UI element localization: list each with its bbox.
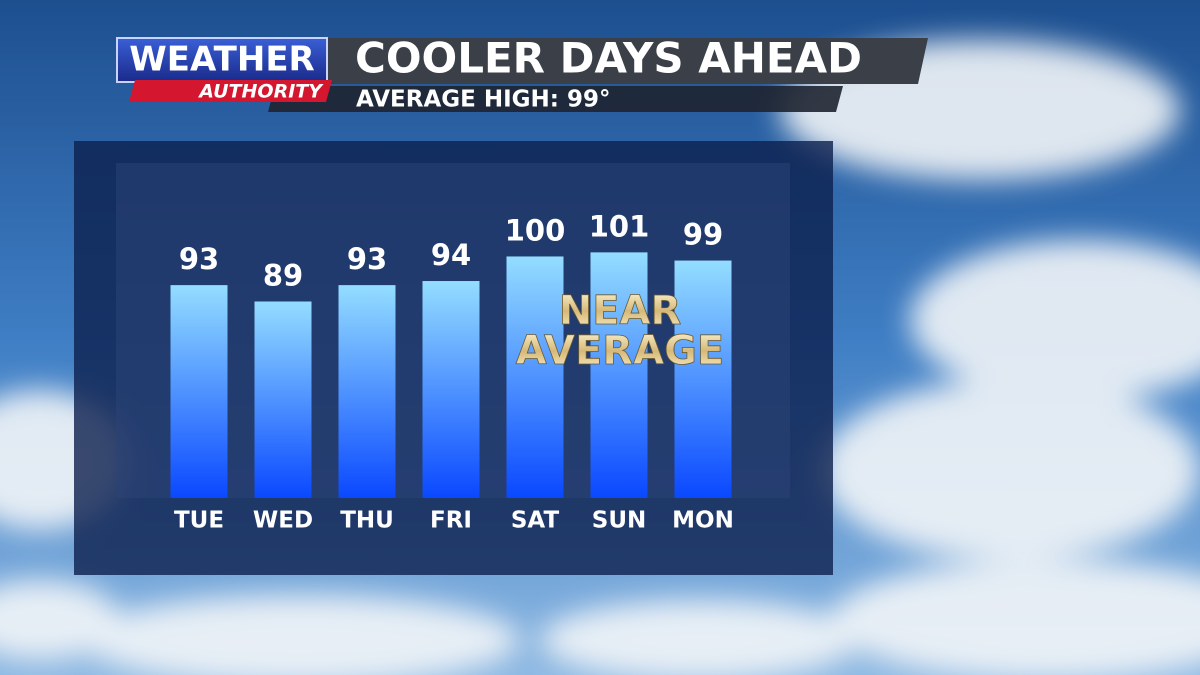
bar	[674, 260, 732, 498]
annotation: AVERAGE	[516, 328, 724, 374]
logo-red-bar	[129, 80, 332, 102]
x-tick-label: MON	[672, 508, 734, 534]
bar	[254, 301, 312, 498]
x-tick-label: SUN	[592, 508, 647, 534]
x-tick-label: THU	[340, 508, 394, 534]
title-bar	[310, 38, 928, 84]
chart-subtitle: AVERAGE HIGH: 99°	[356, 87, 611, 113]
logo-box	[116, 37, 328, 83]
annotation: NEAR	[559, 288, 682, 334]
bar	[590, 252, 648, 498]
logo-top: WEATHER	[129, 40, 314, 80]
value-label: 99	[683, 218, 723, 252]
x-tick-label: TUE	[174, 508, 224, 534]
subtitle-bar	[268, 86, 843, 112]
value-label: 100	[505, 213, 566, 247]
value-label: 101	[589, 209, 650, 243]
value-label: 93	[347, 242, 387, 276]
bar	[422, 281, 480, 498]
x-tick-label: FRI	[430, 508, 472, 534]
logo-bottom: AUTHORITY	[197, 81, 324, 103]
x-tick-label: WED	[253, 508, 313, 534]
bar	[170, 285, 228, 498]
bars: 93 TUE 89 WED 93 THU 94 FRI 100 SAT 101 SUN 99 MON	[170, 209, 734, 534]
bar	[338, 285, 396, 498]
x-tick-label: SAT	[511, 508, 560, 534]
value-label: 89	[263, 259, 303, 293]
value-label: 93	[179, 242, 219, 276]
chart-title: COOLER DAYS AHEAD	[355, 34, 862, 83]
bar	[506, 256, 564, 498]
value-label: 94	[431, 238, 471, 272]
